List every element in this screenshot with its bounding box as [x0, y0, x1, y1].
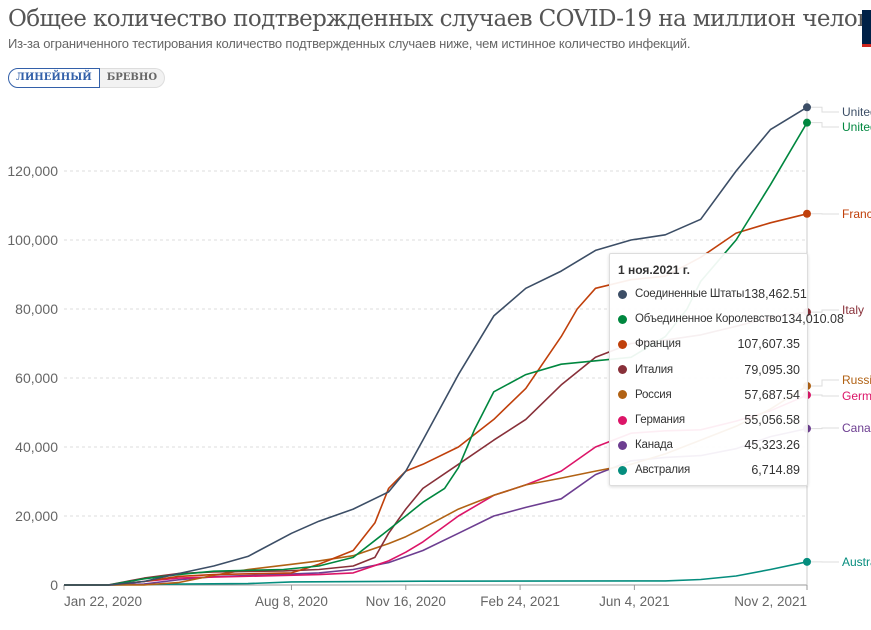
label-connector [811, 394, 839, 397]
tooltip-row: Италия 79,095.30 [618, 362, 800, 378]
x-tick-label: Nov 16, 2020 [366, 594, 446, 609]
tooltip-value: 79,095.30 [744, 362, 800, 377]
y-tick-label: 80,000 [15, 301, 58, 317]
tooltip-value: 57,687.54 [744, 387, 800, 402]
tooltip: 1 ноя.2021 г. Соединенные Штаты 138,462.5… [609, 253, 844, 486]
tooltip-row: Франция 107,607.35 [618, 336, 800, 352]
tooltip-country: Италия [635, 363, 673, 376]
label-connector [811, 106, 839, 113]
label-connector [811, 122, 839, 128]
x-tick-label: Aug 8, 2020 [255, 594, 328, 609]
tooltip-row: Канада 45,323.26 [618, 437, 800, 453]
series-end-label: Italy [842, 303, 864, 317]
legend-dot-icon [618, 440, 627, 450]
tooltip-country: Австралия [635, 464, 691, 477]
legend-dot-icon [618, 289, 627, 299]
series-end-marker [803, 209, 811, 218]
tooltip-row: Россия 57,687.54 [618, 387, 800, 403]
series-end-marker [803, 118, 811, 127]
series-end-label: United Kingdom [842, 120, 871, 134]
label-connector [811, 309, 839, 313]
legend-dot-icon [618, 390, 627, 400]
legend-dot-icon [618, 465, 627, 475]
series-end-marker [803, 557, 811, 566]
tooltip-value: 45,323.26 [744, 438, 800, 453]
tooltip-row: Австралия 6,714.89 [618, 462, 800, 478]
tooltip-value: 138,462.51 [744, 287, 807, 301]
y-tick-label: 40,000 [15, 439, 58, 455]
tooltip-value: 134,010.08 [781, 312, 844, 327]
y-tick-label: 60,000 [15, 370, 58, 386]
series-end-marker [803, 103, 811, 112]
tooltip-value: 55,056.58 [744, 413, 800, 427]
log-scale-button[interactable]: БРЕВНО [99, 68, 166, 88]
x-tick-label: Feb 24, 2021 [480, 594, 560, 609]
tooltip-row: Германия 55,056.58 [618, 412, 800, 428]
legend-dot-icon [618, 314, 627, 324]
y-tick-label: 20,000 [15, 508, 58, 524]
tooltip-value: 6,714.89 [751, 463, 800, 478]
series-end-label: Russia [842, 373, 871, 387]
tooltip-value: 107,607.35 [737, 337, 800, 352]
tooltip-country: Франция [635, 338, 681, 351]
tooltip-row: Объединенное Королевство 134,010.08 [618, 311, 844, 327]
chart-title: Общее количество подтвержденных случаев … [8, 6, 871, 32]
tooltip-country: Германия [635, 414, 685, 426]
legend-dot-icon [618, 415, 627, 425]
linear-scale-button[interactable]: ЛИНЕЙНЫЙ [8, 68, 100, 88]
y-tick-label: 120,000 [7, 163, 58, 179]
series-end-label: Canada [842, 421, 871, 435]
legend-dot-icon [618, 339, 627, 349]
tooltip-country: Соединенные Штаты [635, 288, 745, 300]
series-end-label: Germany [842, 389, 871, 403]
series-end-label: Australia [842, 555, 871, 569]
x-tick-label: Nov 2, 2021 [734, 594, 807, 609]
label-connector [811, 379, 839, 387]
chart-subtitle: Из-за ограниченного тестирования количес… [8, 36, 691, 51]
y-tick-label: 100,000 [7, 232, 58, 248]
series-line-united-states [64, 106, 808, 586]
scale-toggle: ЛИНЕЙНЫЙ БРЕВНО [8, 68, 166, 88]
tooltip-country: Объединенное Королевство [635, 313, 782, 326]
x-tick-label: Jan 22, 2020 [64, 594, 142, 609]
series-end-label: France [842, 207, 871, 221]
tooltip-country: Канада [635, 439, 673, 452]
tooltip-row: Соединенные Штаты 138,462.51 [618, 286, 807, 302]
legend-dot-icon [618, 365, 627, 375]
series-end-label: United States [842, 105, 871, 119]
label-connector [811, 427, 839, 430]
y-tick-label: 0 [50, 577, 58, 593]
x-tick-label: Jun 4, 2021 [599, 594, 670, 609]
owid-logo[interactable] [862, 10, 871, 47]
tooltip-date: 1 ноя.2021 г. [618, 263, 690, 277]
tooltip-country: Россия [635, 388, 672, 401]
